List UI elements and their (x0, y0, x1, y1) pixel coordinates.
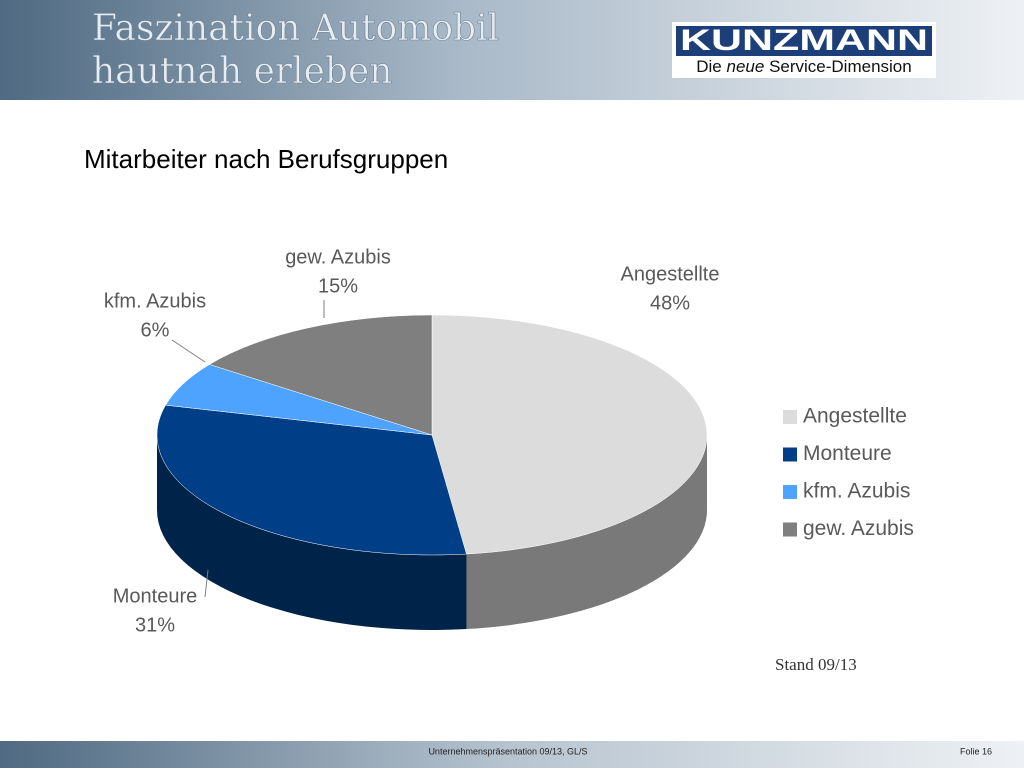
legend-swatch (783, 485, 797, 499)
pie-slice (431, 314, 708, 555)
leader-line (204, 569, 209, 598)
header-title: Faszination Automobil (92, 8, 499, 49)
data-label-name: Angestellte (621, 263, 720, 285)
pie-slice (208, 314, 433, 436)
pie-slice (156, 404, 467, 556)
legend-label: Angestellte (803, 405, 907, 428)
legend-label: gew. Azubis (803, 517, 914, 540)
data-label-value: 31% (135, 614, 175, 636)
pie-slice-side (466, 435, 707, 630)
footer-page: Folie 16 (960, 746, 992, 756)
legend-label: kfm. Azubis (803, 480, 910, 503)
pie-chart: Angestellte 48% Monteure 31% kfm. Azubis 6% ge… (104, 246, 914, 636)
legend-swatch (783, 522, 797, 537)
tagline-italic: neue (727, 57, 765, 76)
chart-title: Mitarbeiter nach Berufsgruppen (84, 144, 448, 174)
logo-name: KUNZMANN (680, 24, 928, 57)
note: Stand 09/13 (775, 655, 857, 674)
tagline-start: Die (696, 57, 722, 76)
footer-band (0, 741, 1024, 768)
legend-swatch (783, 410, 797, 424)
logo-bar (676, 26, 932, 56)
logo-tagline: Die neue Service-Dimension (696, 57, 911, 76)
data-label-name: Monteure (113, 585, 198, 607)
legend-label: Monteure (803, 442, 892, 465)
leader-line (171, 339, 206, 363)
data-label-name: kfm. Azubis (104, 290, 206, 312)
data-label-value: 6% (141, 319, 170, 341)
data-label-value: 48% (650, 292, 690, 314)
legend-swatch (783, 447, 797, 462)
header-title: hautnah erleben (92, 51, 392, 92)
footer-text: Unternehmenspräsentation 09/13, GL/S (428, 746, 587, 756)
data-label-value: 15% (318, 275, 358, 297)
tagline-end: Service-Dimension (769, 57, 912, 76)
data-label-name: gew. Azubis (285, 246, 391, 268)
pie-slice-side (157, 435, 467, 631)
